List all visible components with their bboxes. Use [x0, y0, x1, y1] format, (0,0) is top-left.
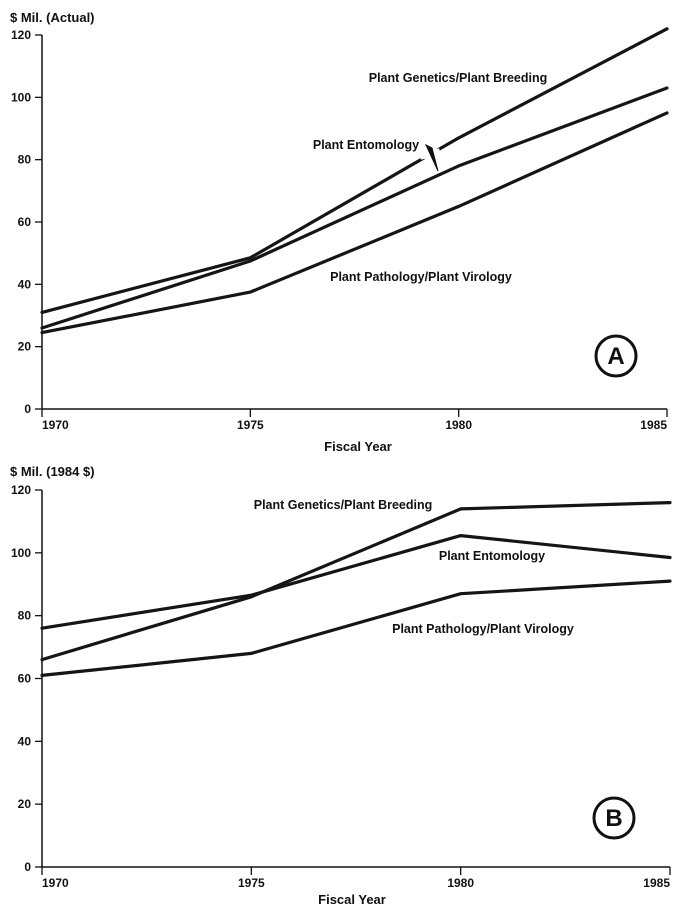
chart-b-y-tick-label-60: 60 — [18, 672, 32, 686]
chart-a-series-labels: Plant Genetics/Plant Breeding Plant Entom… — [313, 71, 547, 284]
chart-b: $ Mil. (1984 $) 0 20 40 60 80 100 120 1970 1975… — [10, 464, 672, 906]
chart-a-y-axis-title: $ Mil. (Actual) — [10, 10, 95, 25]
chart-b-series-lines — [40, 501, 672, 678]
chart-a-series-label-2: Plant Entomology — [313, 138, 419, 152]
chart-b-panel-badge — [592, 796, 636, 840]
chart-a-x-ticks: 1970 1975 1980 1985 — [41, 409, 668, 432]
chart-b-x-ticks: 1970 1975 1980 1985 — [41, 867, 671, 890]
chart-a-series-label-3: Plant Pathology/Plant Virology — [330, 270, 512, 284]
chart-b-series-line-2 — [40, 533, 672, 630]
chart-b-y-tick-label-100: 100 — [11, 546, 31, 560]
chart-a-panel-letter: A — [607, 343, 624, 370]
chart-b-series-line-3 — [40, 579, 672, 678]
chart-b-x-tick-label-1970: 1970 — [42, 876, 69, 890]
chart-a-x-tick-label-1975: 1975 — [237, 418, 264, 432]
chart-a-y-ticks: 0 20 40 60 80 100 120 — [11, 28, 42, 416]
chart-a-x-tick-label-1970: 1970 — [42, 418, 69, 432]
chart-b-series-label-2: Plant Entomology — [439, 549, 545, 563]
chart-b-series-label-3: Plant Pathology/Plant Virology — [392, 622, 574, 636]
chart-b-y-tick-label-120: 120 — [11, 483, 31, 497]
chart-b-x-axis-title: Fiscal Year — [318, 892, 386, 906]
chart-b-x-tick-label-1985: 1985 — [643, 876, 670, 890]
chart-b-y-tick-label-80: 80 — [18, 609, 32, 623]
chart-a-series-line-1 — [40, 27, 669, 314]
chart-a-y-tick-label-60: 60 — [18, 215, 32, 229]
chart-a-y-tick-label-80: 80 — [18, 153, 32, 167]
chart-a-y-tick-label-100: 100 — [11, 90, 31, 104]
chart-a-y-tick-label-120: 120 — [11, 28, 31, 42]
chart-a-entomology-pointer — [424, 143, 439, 172]
chart-a-x-tick-label-1980: 1980 — [445, 418, 472, 432]
chart-b-panel-letter: B — [605, 805, 622, 832]
chart-b-series-line-1 — [40, 501, 672, 662]
chart-a-series-line-2 — [40, 86, 669, 330]
chart-a-series-line-3 — [40, 111, 669, 335]
chart-a-x-axis-title: Fiscal Year — [324, 439, 392, 454]
chart-a: $ Mil. (Actual) 0 20 40 60 80 100 120 1970 1975… — [10, 10, 669, 454]
chart-b-y-tick-label-20: 20 — [18, 797, 32, 811]
chart-b-series-labels: Plant Genetics/Plant Breeding Plant Entom… — [254, 498, 574, 636]
chart-a-y-tick-label-0: 0 — [24, 402, 31, 416]
chart-b-y-axis-title: $ Mil. (1984 $) — [10, 464, 95, 479]
chart-b-y-tick-label-40: 40 — [18, 734, 32, 748]
chart-b-x-tick-label-1975: 1975 — [238, 876, 265, 890]
chart-b-series-label-1: Plant Genetics/Plant Breeding — [254, 498, 433, 512]
chart-b-x-tick-label-1980: 1980 — [447, 876, 474, 890]
chart-a-panel-badge — [594, 334, 638, 378]
chart-a-axes — [41, 35, 667, 410]
chart-a-x-tick-label-1985: 1985 — [640, 418, 667, 432]
chart-b-y-ticks: 0 20 40 60 80 100 120 — [11, 483, 42, 874]
chart-a-series-lines — [40, 27, 669, 335]
chart-a-y-tick-label-40: 40 — [18, 277, 32, 291]
chart-b-y-tick-label-0: 0 — [24, 860, 31, 874]
chart-a-series-label-1: Plant Genetics/Plant Breeding — [369, 71, 548, 85]
chart-a-y-tick-label-20: 20 — [18, 340, 32, 354]
